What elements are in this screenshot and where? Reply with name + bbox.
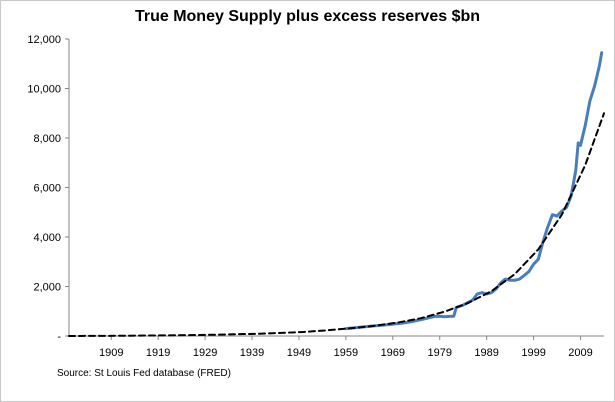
y-tick-label: 6,000: [33, 183, 61, 195]
y-tick-label: 4,000: [33, 232, 61, 244]
x-tick-label: 1959: [334, 347, 358, 359]
y-tick-label: -: [57, 331, 61, 343]
x-tick-label: 1909: [99, 347, 123, 359]
source-note: Source: St Louis Fed database (FRED): [57, 368, 231, 379]
x-tick-label: 1949: [287, 347, 311, 359]
x-tick-label: 1919: [146, 347, 170, 359]
money-supply-line: [344, 51, 604, 331]
y-tick-label: 12,000: [27, 34, 61, 46]
x-tick-label: 1939: [240, 347, 264, 359]
x-tick-label: 1989: [474, 347, 498, 359]
trend-line-dashed: [68, 112, 605, 337]
chart-title: True Money Supply plus excess reserves $…: [134, 8, 481, 25]
y-tick-label: 2,000: [33, 282, 61, 294]
y-tick-label: 8,000: [33, 133, 61, 145]
x-tick-label: 2009: [568, 347, 592, 359]
y-tick-label: 10,000: [27, 84, 61, 96]
x-tick-label: 1979: [428, 347, 452, 359]
x-tick-label: 1999: [521, 347, 545, 359]
x-tick-label: 1929: [193, 347, 217, 359]
x-tick-label: 1969: [381, 347, 405, 359]
